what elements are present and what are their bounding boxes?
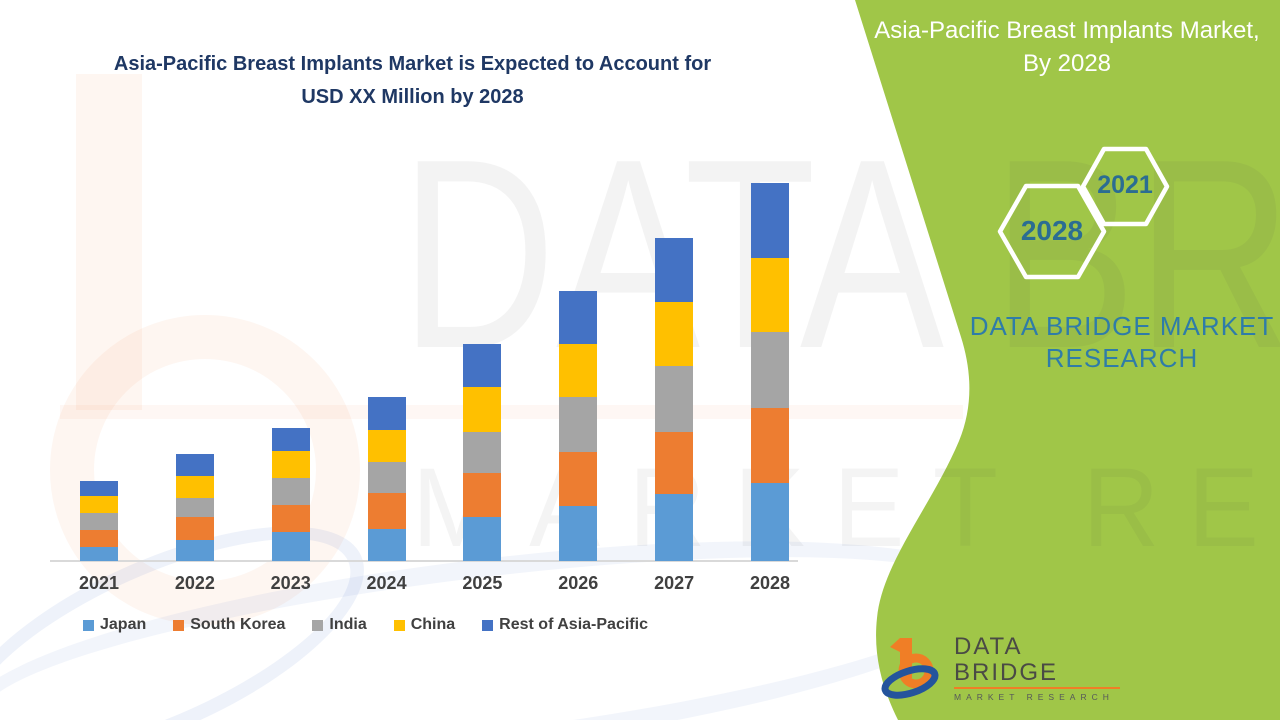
logo-underline (954, 687, 1120, 689)
bar-segment-india (175, 498, 214, 517)
bar-segment-japan (463, 517, 502, 561)
logo-subtext: MARKET RESEARCH (954, 692, 1114, 702)
bar-segment-china (750, 258, 789, 332)
chart-title-line1: Asia-Pacific Breast Implants Market is E… (113, 53, 712, 75)
bar-segment-rest-of-asia-pacific (750, 183, 789, 258)
hexagon-2028-icon (997, 183, 1107, 280)
bar-segment-rest-of-asia-pacific (367, 397, 406, 430)
legend-swatch-japan (83, 619, 94, 631)
x-axis-label: 2024 (366, 573, 407, 593)
hexagon-2021-label: 2021 (1097, 171, 1153, 199)
x-axis-label: 2028 (749, 573, 790, 593)
panel-title: Asia-Pacific Breast Implants Market, By … (867, 14, 1267, 80)
legend-item-china: China (393, 616, 456, 634)
bar-segment-rest-of-asia-pacific (559, 291, 598, 344)
bar-segment-india (750, 332, 789, 408)
hexagons-graphic (997, 146, 1170, 280)
legend-label: Rest of Asia-Pacific (499, 616, 648, 633)
bar-segment-india (80, 513, 118, 530)
bar-segment-japan (367, 529, 406, 561)
bar-segment-china (463, 387, 502, 432)
bar-segment-india (271, 478, 310, 505)
bar-segment-japan (655, 494, 694, 561)
bar-segment-south-korea (750, 408, 789, 483)
hexagon-2028-label: 2028 (1020, 215, 1084, 246)
bar-2028 (750, 183, 789, 561)
bar-segment-china (655, 302, 694, 366)
bar-2022 (175, 454, 214, 561)
legend-label: South Korea (190, 616, 286, 633)
bar-segment-south-korea (367, 493, 406, 529)
chart-title: Asia-Pacific Breast Implants Market is E… (40, 48, 785, 114)
x-axis-label: 2026 (558, 573, 599, 593)
legend-label: China (410, 616, 456, 633)
legend-item-rest-of-asia-pacific: Rest of Asia-Pacific (482, 616, 648, 634)
bar-segment-japan (271, 532, 310, 561)
bar-segment-south-korea (655, 432, 694, 494)
bar-segment-india (463, 432, 502, 473)
data-bridge-logo-icon (881, 638, 939, 699)
bar-segment-rest-of-asia-pacific (463, 344, 502, 387)
bar-segment-south-korea (80, 530, 118, 547)
bar-segment-india (367, 462, 406, 493)
bar-segment-china (80, 496, 118, 513)
bar-2027 (655, 238, 694, 561)
bar-2024 (367, 397, 406, 561)
bar-segment-rest-of-asia-pacific (80, 481, 118, 496)
brand-text: DATA BRIDGE MARKET RESEARCH (969, 311, 1275, 373)
legend-label: India (329, 616, 367, 633)
bar-segment-south-korea (271, 505, 310, 532)
legend-item-japan: Japan (83, 616, 146, 634)
legend-swatch-india (312, 619, 324, 631)
chart-legend: Japan South Korea India China Rest of Asia-P… (83, 616, 648, 634)
x-axis-line (50, 560, 798, 562)
bar-2026 (559, 291, 598, 561)
company-logo: DATA BRIDGE MARKET RESEARCH (880, 628, 1120, 708)
bar-segment-india (559, 397, 598, 452)
bar-segment-china (559, 344, 598, 397)
bar-segment-south-korea (175, 517, 214, 540)
x-axis-label: 2022 (174, 573, 215, 593)
bar-segment-japan (559, 506, 598, 561)
logo-name: DATA BRIDGE (954, 633, 1059, 686)
bar-2023 (271, 428, 310, 561)
legend-swatch-rest-of-asia-pacific (482, 619, 494, 631)
plot-area: 2021 2022 2023 2024 2025 2026 2027 2028 (50, 183, 798, 593)
bar-segment-rest-of-asia-pacific (655, 238, 694, 302)
bar-segment-south-korea (463, 473, 502, 517)
logo-text: DATA BRIDGE MARKET RESEARCH (954, 634, 1120, 702)
bar-segment-china (271, 451, 310, 478)
panel-title-line2: By 2028 (1022, 50, 1112, 77)
bar-2025 (463, 344, 502, 561)
bar-segment-japan (80, 547, 118, 561)
x-axis-label: 2021 (78, 573, 120, 593)
bar-2021 (80, 481, 118, 561)
bar-segment-japan (750, 483, 789, 561)
bar-segment-south-korea (559, 452, 598, 506)
legend-item-south-korea: South Korea (173, 616, 285, 634)
bar-segment-rest-of-asia-pacific (175, 454, 214, 476)
legend-item-india: India (312, 616, 367, 634)
x-axis-label: 2025 (462, 573, 503, 593)
bar-segment-china (367, 430, 406, 462)
legend-label: Japan (100, 616, 147, 633)
bar-segment-china (175, 476, 214, 498)
x-axis-label: 2023 (270, 573, 311, 593)
bar-segment-india (655, 366, 694, 432)
bar-segment-rest-of-asia-pacific (271, 428, 310, 451)
legend-swatch-south-korea (173, 619, 185, 631)
hexagon-2021-icon (1080, 146, 1170, 227)
legend-swatch-china (393, 619, 405, 631)
panel-title-line1: Asia-Pacific Breast Implants Market, (874, 17, 1260, 44)
chart-title-line2: USD XX Million by 2028 (301, 86, 524, 108)
bar-segment-japan (175, 540, 214, 561)
x-axis-label: 2027 (654, 573, 695, 593)
